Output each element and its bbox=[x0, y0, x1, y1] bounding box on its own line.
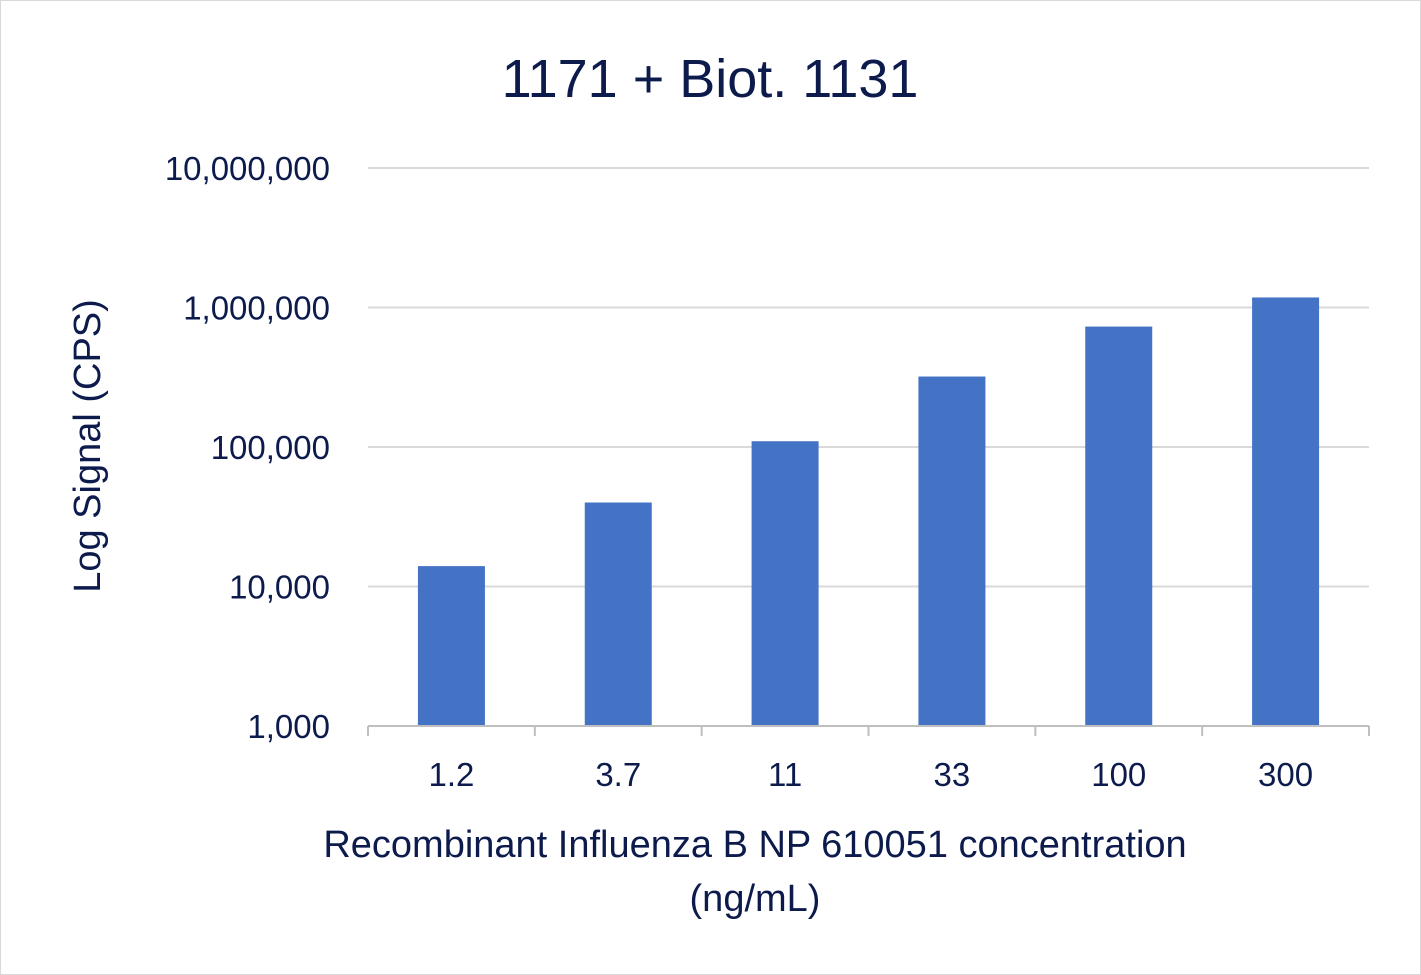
x-tick-label: 33 bbox=[934, 756, 971, 793]
y-axis-title: Log Signal (CPS) bbox=[67, 299, 109, 593]
bar bbox=[751, 441, 819, 726]
y-tick-label: 1,000,000 bbox=[183, 290, 330, 327]
x-tick-label: 3.7 bbox=[595, 756, 641, 793]
x-axis-title-line-1: Recombinant Influenza B NP 610051 concen… bbox=[323, 824, 1186, 866]
y-tick-label: 100,000 bbox=[211, 429, 330, 466]
chart-title: 1171 + Biot. 1131 bbox=[502, 49, 919, 109]
bar bbox=[584, 502, 652, 726]
x-tick-label: 1.2 bbox=[428, 756, 474, 793]
x-tick-labels: 1.2 3.7 11 33 100 300 bbox=[428, 756, 1313, 793]
gridlines bbox=[368, 167, 1369, 588]
x-axis-title-line-2: (ng/mL) bbox=[690, 878, 821, 920]
bar bbox=[1252, 297, 1320, 726]
bar bbox=[1085, 326, 1153, 726]
y-tick-label: 10,000,000 bbox=[165, 150, 330, 187]
x-tick-label: 100 bbox=[1091, 756, 1146, 793]
bar bbox=[918, 376, 986, 726]
y-tick-label: 1,000 bbox=[247, 708, 330, 745]
bar bbox=[417, 566, 485, 726]
x-axis bbox=[367, 725, 1370, 736]
bars bbox=[417, 297, 1320, 726]
x-tick-label: 11 bbox=[768, 756, 802, 793]
x-tick-label: 300 bbox=[1258, 756, 1313, 793]
y-tick-label: 10,000 bbox=[229, 569, 330, 606]
y-tick-labels: 1,000 10,000 100,000 1,000,000 10,000,000 bbox=[165, 150, 330, 745]
